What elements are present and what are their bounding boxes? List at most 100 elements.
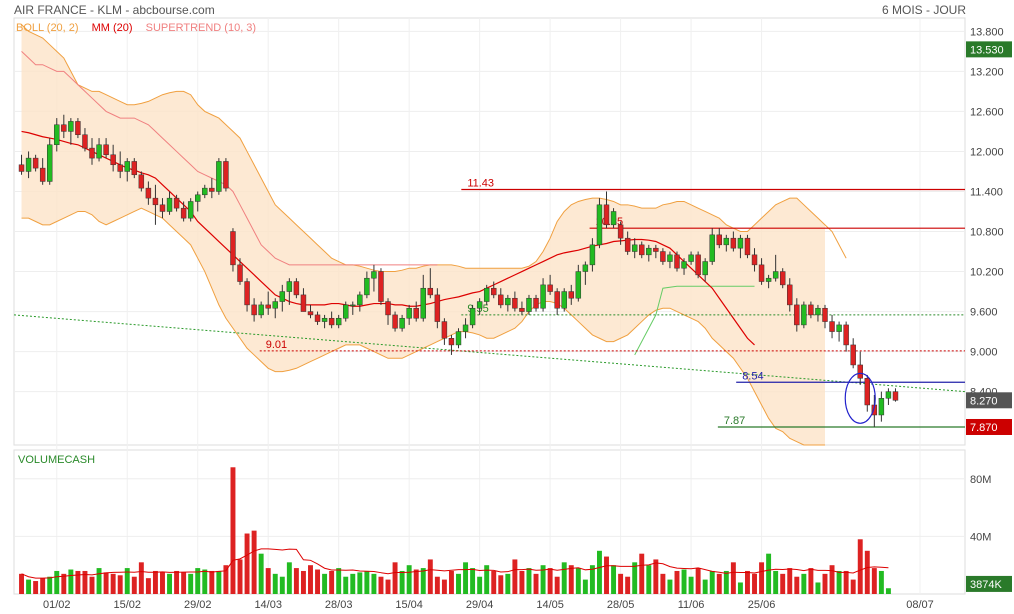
- candle-body: [427, 287, 434, 296]
- price-tick-label: 11.400: [970, 186, 1003, 198]
- candle-body: [230, 231, 236, 266]
- candle-body: [371, 271, 377, 279]
- date-tick-label: 11/06: [678, 599, 705, 611]
- candle-body: [434, 294, 441, 322]
- candle-body: [631, 244, 638, 252]
- candle-body: [801, 304, 807, 326]
- legend-boll: BOLL (20, 2): [16, 22, 79, 34]
- candle-body: [723, 237, 730, 246]
- volume-bar: [364, 570, 370, 594]
- candle-body: [68, 121, 74, 132]
- candle-body: [89, 147, 95, 159]
- price-badge-label: 13.530: [970, 44, 1004, 56]
- volume-bar: [568, 565, 574, 594]
- date-tick-label: 15/04: [395, 599, 423, 611]
- volume-bar: [519, 570, 525, 594]
- candle-body: [300, 294, 307, 312]
- volume-bar: [759, 562, 765, 594]
- volume-bar: [448, 570, 454, 594]
- price-tick-label: 13.200: [970, 66, 1004, 78]
- candle-body: [25, 157, 32, 172]
- candle-body: [639, 244, 645, 256]
- volume-bar: [745, 570, 750, 594]
- candle-body: [589, 244, 596, 266]
- volume-bar: [864, 550, 870, 594]
- candle-body: [54, 124, 60, 146]
- volume-bar: [188, 573, 194, 594]
- candle-body: [195, 194, 201, 202]
- candle-body: [575, 271, 582, 299]
- date-tick-label: 01/02: [43, 599, 71, 611]
- volume-bar: [695, 568, 701, 594]
- candle-body: [145, 187, 152, 199]
- candle-body: [173, 197, 180, 209]
- candle-body: [709, 234, 715, 262]
- candle-body: [512, 297, 518, 309]
- volume-bar: [526, 568, 532, 594]
- volume-bar: [554, 576, 560, 594]
- candle-body: [131, 161, 138, 176]
- level-label: 9.01: [266, 339, 287, 351]
- volume-bar: [646, 565, 652, 594]
- candle-body: [335, 317, 342, 326]
- volume-bar: [491, 570, 497, 594]
- candle-body: [737, 237, 744, 249]
- candle-body: [794, 304, 800, 326]
- candle-body: [624, 237, 631, 252]
- candle-body: [138, 174, 145, 189]
- volume-bar: [202, 569, 208, 594]
- candle-body: [237, 264, 243, 282]
- candle-body: [561, 291, 567, 309]
- volume-bar: [160, 572, 165, 594]
- candle-body: [61, 124, 67, 132]
- volume-bar: [618, 573, 624, 594]
- volume-badge: [966, 575, 1012, 592]
- date-tick-label: 14/03: [254, 599, 282, 611]
- volume-bar: [47, 576, 53, 594]
- volume-bar: [512, 559, 518, 594]
- candle-body: [96, 144, 102, 159]
- candle-body: [864, 378, 871, 406]
- candle-body: [258, 304, 264, 316]
- volume-bar: [716, 573, 722, 594]
- candle-body: [18, 164, 25, 172]
- volume-bar: [420, 568, 426, 594]
- candle-body: [378, 271, 384, 302]
- candle-body: [533, 297, 539, 309]
- volume-bar: [822, 573, 828, 594]
- volume-bar: [195, 568, 201, 594]
- volume-bar: [801, 573, 807, 594]
- volume-bar: [632, 562, 638, 594]
- candle-body: [568, 291, 574, 299]
- candle-body: [32, 157, 39, 169]
- date-tick-label: 14/05: [536, 599, 564, 611]
- candle-body: [674, 254, 680, 269]
- candle-body: [159, 204, 166, 212]
- candle-body: [730, 237, 737, 249]
- volume-bar: [857, 539, 863, 594]
- candle-body: [878, 398, 885, 416]
- candle-body: [716, 234, 722, 246]
- volume-bar: [850, 579, 856, 594]
- volume-bar: [702, 579, 708, 594]
- volume-bar: [152, 570, 158, 594]
- volume-bar: [223, 565, 229, 594]
- volume-bar: [300, 570, 306, 594]
- volume-tick-label: 40M: [970, 531, 991, 543]
- volume-bar: [498, 575, 504, 594]
- volume-bar: [279, 576, 285, 594]
- volume-bar: [322, 573, 328, 594]
- candle-body: [385, 301, 391, 316]
- candle-body: [448, 338, 455, 346]
- volume-bar: [843, 570, 849, 594]
- volume-bar: [766, 553, 772, 594]
- candle-body: [498, 294, 504, 306]
- candle-body: [357, 294, 363, 306]
- candle-body: [152, 197, 159, 206]
- price-tick-label: 13.800: [970, 26, 1004, 38]
- date-tick-label: 15/02: [113, 599, 141, 611]
- candle-body: [688, 254, 694, 262]
- volume-bar: [441, 579, 447, 594]
- volume-bar: [308, 565, 313, 594]
